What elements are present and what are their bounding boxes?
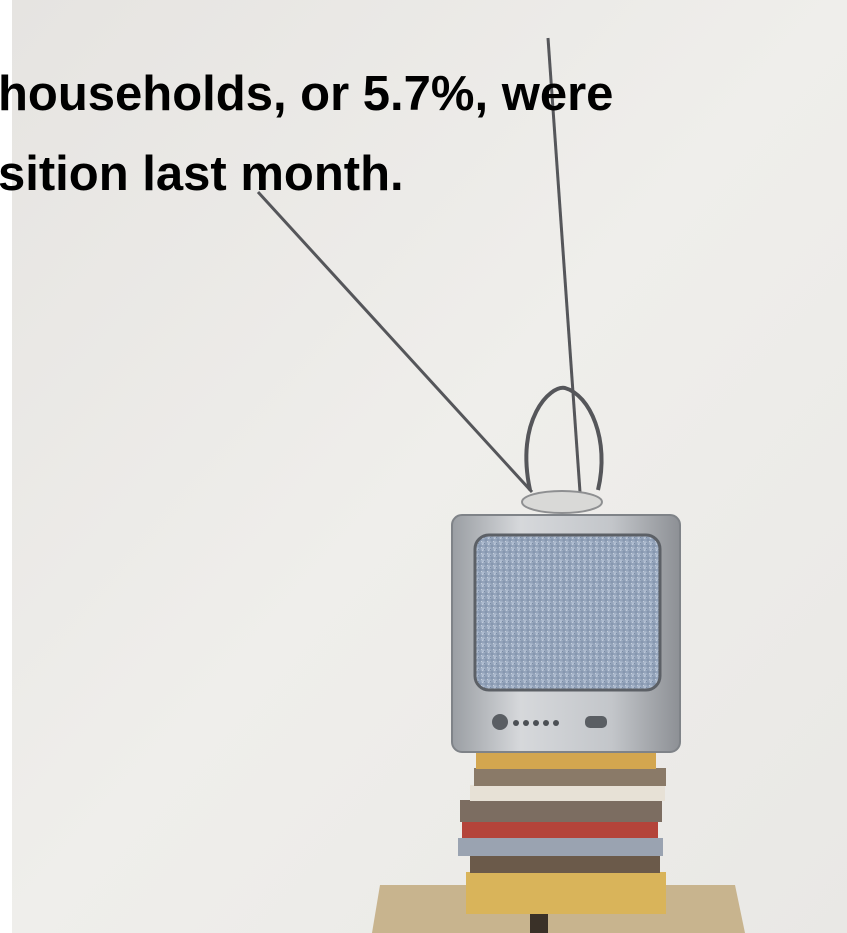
caption-line: households, or 5.7%, were — [0, 67, 613, 121]
tv — [451, 514, 681, 753]
wall — [12, 0, 847, 933]
book-stack — [458, 750, 666, 914]
photo — [12, 0, 847, 933]
antenna — [256, 37, 604, 514]
caption-line: sition last month. — [0, 147, 404, 201]
